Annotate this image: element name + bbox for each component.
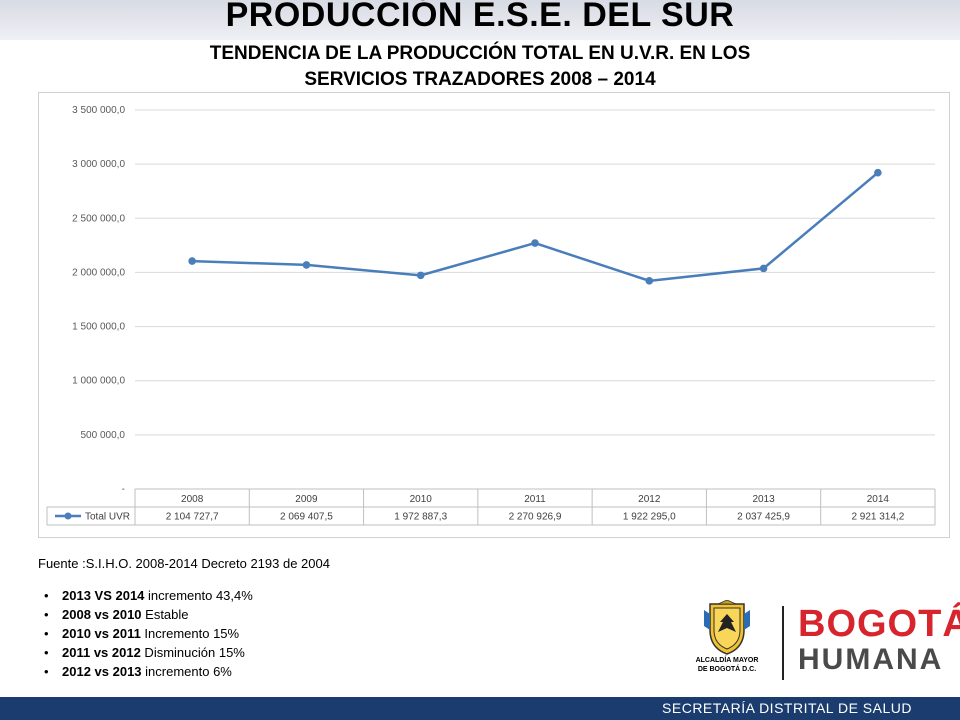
series-line (192, 171, 879, 283)
alcaldia-label: ALCALDÍA MAYOR DE BOGOTÁ D.C. (684, 656, 770, 674)
bullet-bold: 2010 vs 2011 (62, 626, 141, 641)
y-tick-label: 2 500 000,0 (72, 213, 125, 224)
x-tick-label: 2014 (867, 494, 890, 505)
bullet-text: Incremento 15% (140, 626, 240, 641)
y-tick-label: 3 500 000,0 (72, 105, 125, 116)
bullet-text: incremento 43,4% (144, 588, 253, 603)
bullet-text: Estable (141, 607, 189, 622)
y-tick-label: 1 500 000,0 (72, 322, 125, 333)
page-title: PRODUCCIÓN E.S.E. DEL SUR (225, 0, 735, 34)
alcaldia-line-1: ALCALDÍA MAYOR (695, 657, 759, 664)
data-point (416, 271, 425, 280)
logo-area: ALCALDÍA MAYOR DE BOGOTÁ D.C. BOGOTÁ HUM… (684, 600, 960, 680)
x-tick-label: 2008 (181, 494, 204, 505)
subtitle-line-1: TENDENCIA DE LA PRODUCCIÓN TOTAL EN U.V.… (209, 43, 751, 64)
logo-divider (782, 606, 784, 680)
data-point (188, 257, 196, 265)
data-label: 2 921 314,2 (851, 512, 904, 523)
footer-bar: SECRETARÍA DISTRITAL DE SALUD (0, 697, 960, 720)
data-point (531, 239, 539, 247)
bullet-bold: 2008 vs 2010 (62, 607, 142, 622)
y-tick-label: 1 000 000,0 (72, 376, 125, 387)
alcaldia-line-2: DE BOGOTÁ D.C. (697, 666, 757, 673)
bullet-item: 2011 vs 2012 Disminución 15% (44, 643, 253, 662)
x-tick-label: 2012 (638, 494, 661, 505)
x-tick-label: 2009 (295, 494, 318, 505)
subtitle-line-2: SERVICIOS TRAZADORES 2008 – 2014 (304, 69, 656, 90)
data-point (759, 264, 768, 273)
source-note: Fuente :S.I.H.O. 2008-2014 Decreto 2193 … (38, 556, 330, 571)
x-tick-label: 2010 (410, 494, 433, 505)
bullet-item: 2010 vs 2011 Incremento 15% (44, 624, 253, 643)
bullet-item: 2013 VS 2014 incremento 43,4% (44, 586, 253, 605)
chart-area: - 500 000,0 1 000 000,0 1 500 000,0 2 000 00… (38, 92, 950, 538)
bullet-text: incremento 6% (141, 664, 232, 679)
bullet-bold: 2012 vs 2013 (62, 664, 142, 679)
data-label: 2 104 727,7 (166, 512, 219, 523)
bullet-item: 2008 vs 2010 Estable (44, 605, 253, 624)
bullet-bold: 2011 vs 2012 (62, 645, 141, 660)
data-point (302, 261, 311, 269)
bullet-item: 2012 vs 2013 incremento 6% (44, 662, 253, 681)
x-tick-label: 2013 (752, 494, 775, 505)
footer-text: SECRETARÍA DISTRITAL DE SALUD (662, 700, 912, 716)
y-tick-label: 3 000 000,0 (72, 159, 125, 170)
data-label: 1 972 887,3 (394, 512, 447, 523)
humana-logo-text: HUMANA (798, 643, 944, 676)
bullet-text: Disminución 15% (140, 645, 245, 660)
legend-marker (64, 512, 72, 520)
legend-label: Total UVR (85, 512, 130, 523)
data-label: 2 037 425,9 (737, 512, 790, 523)
coat-of-arms-icon (704, 600, 750, 655)
y-tick-label: - (122, 484, 125, 495)
x-tick-label: 2011 (524, 494, 546, 505)
line-chart: - 500 000,0 1 000 000,0 1 500 000,0 2 000 00… (46, 105, 936, 526)
data-label: 2 069 407,5 (280, 512, 333, 523)
chart-subtitle: TENDENCIA DE LA PRODUCCIÓN TOTAL EN U.V.… (80, 41, 880, 93)
data-point (874, 168, 882, 177)
data-point (645, 277, 654, 285)
bullet-bold: 2013 VS 2014 (62, 588, 145, 603)
y-tick-label: 500 000,0 (81, 430, 126, 441)
title-band (0, 0, 960, 40)
bogota-logo-text: BOGOTÁ (798, 603, 960, 645)
bullet-list: 2013 VS 2014 incremento 43,4% 2008 vs 20… (44, 586, 253, 681)
data-label: 1 922 295,0 (623, 512, 676, 523)
data-label: 2 270 926,9 (509, 512, 562, 523)
y-tick-label: 2 000 000,0 (72, 267, 125, 278)
